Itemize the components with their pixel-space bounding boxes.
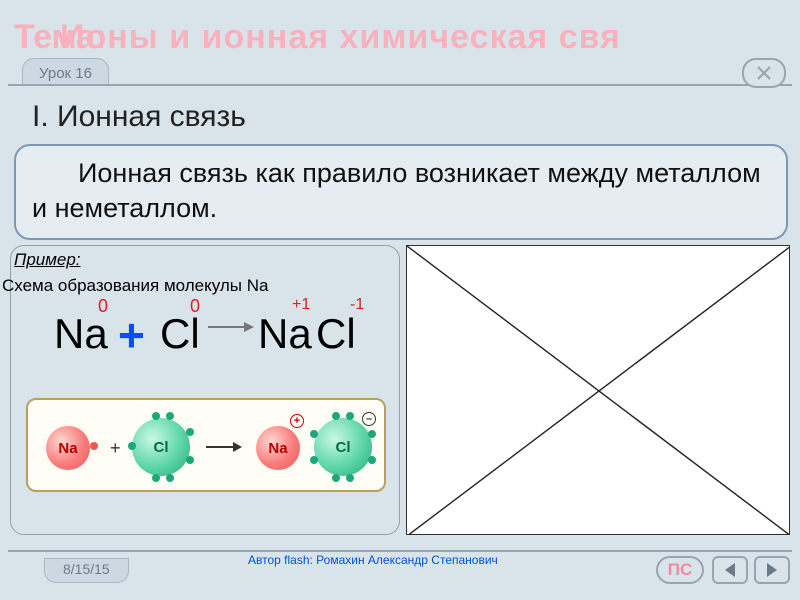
reaction-formula: Na 0 + Cl 0 Na +1 Cl -1 [20, 302, 400, 372]
next-button[interactable] [754, 556, 790, 584]
mini-arrow-icon [206, 446, 240, 448]
cross-icon [407, 246, 789, 534]
ps-button[interactable]: ПС [656, 556, 704, 584]
cl-atom-right: Cl [314, 418, 372, 476]
na-atom-right: Na [256, 426, 300, 470]
chevron-right-icon [767, 563, 777, 577]
author-credit: Автор flash: Ромахин Александр Степанови… [248, 553, 498, 567]
electron-dot [368, 456, 376, 464]
definition-box: Ионная связь как правило возникает между… [14, 144, 788, 240]
electron-dot [166, 474, 174, 482]
na-atom-left: Na [46, 426, 90, 470]
electron-dot [186, 428, 194, 436]
cl-minus-charge-icon: – [362, 412, 376, 426]
date-label: 8/15/15 [44, 558, 129, 583]
example-label: Пример: [14, 250, 81, 270]
reactant-cl: Cl [160, 310, 200, 358]
product-cl: Cl [316, 310, 356, 358]
close-icon [755, 64, 773, 82]
mini-plus-icon: + [110, 438, 121, 459]
product-na: Na [258, 310, 312, 358]
section-heading: I. Ионная связь [32, 100, 246, 134]
close-button[interactable] [742, 58, 786, 88]
electron-dot [332, 474, 340, 482]
plus-sign: + [118, 308, 145, 362]
divider-bottom [8, 550, 792, 552]
prev-button[interactable] [712, 556, 748, 584]
electron-dot [310, 456, 318, 464]
cl-atom-left: Cl [132, 418, 190, 476]
reactant-na: Na [54, 310, 108, 358]
divider-top [8, 84, 792, 86]
electron-dot [152, 474, 160, 482]
atom-diagram: Na + Cl Na + Cl – [26, 398, 386, 492]
electron-dot [332, 412, 340, 420]
electron-dot [368, 430, 376, 438]
charge-cl-0: 0 [190, 296, 200, 317]
electron-dot [166, 412, 174, 420]
reaction-arrow-icon [208, 326, 252, 328]
scheme-text: Схема образования молекулы Na [2, 276, 268, 296]
electron-dot [186, 456, 194, 464]
lesson-tab: Урок 16 [22, 58, 109, 86]
electron-dot [90, 442, 98, 450]
placeholder-panel [406, 245, 790, 535]
electron-dot [128, 442, 136, 450]
na-plus-charge-icon: + [290, 414, 304, 428]
electron-dot [346, 474, 354, 482]
chevron-left-icon [725, 563, 735, 577]
charge-na-0: 0 [98, 296, 108, 317]
electron-dot [346, 412, 354, 420]
charge-cl-minus: -1 [350, 296, 364, 314]
charge-na-plus: +1 [292, 296, 310, 314]
electron-dot [152, 412, 160, 420]
page-title: Ионы и ионная химическая свя [60, 18, 621, 57]
electron-dot [310, 430, 318, 438]
